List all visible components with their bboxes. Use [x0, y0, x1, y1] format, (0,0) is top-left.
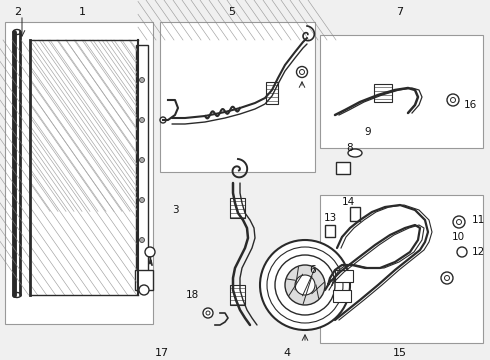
Ellipse shape [348, 149, 362, 157]
Text: 16: 16 [464, 100, 477, 110]
Text: 12: 12 [471, 247, 485, 257]
Ellipse shape [13, 30, 21, 35]
Circle shape [275, 255, 335, 315]
Bar [136, 45, 148, 290]
Text: 10: 10 [451, 232, 465, 242]
Circle shape [140, 117, 145, 122]
Bar [320, 195, 483, 343]
Bar [230, 285, 245, 305]
Bar [374, 84, 392, 102]
Circle shape [453, 216, 465, 228]
Circle shape [145, 247, 155, 257]
Text: 4: 4 [283, 348, 291, 358]
Circle shape [441, 272, 453, 284]
Bar [333, 290, 351, 302]
Text: 15: 15 [393, 348, 407, 358]
Circle shape [139, 285, 149, 295]
Circle shape [140, 158, 145, 162]
Circle shape [140, 198, 145, 202]
Bar [335, 270, 353, 282]
Text: 2: 2 [14, 7, 22, 17]
Circle shape [285, 265, 325, 305]
Text: 8: 8 [347, 143, 353, 153]
Text: 11: 11 [471, 215, 485, 225]
FancyArrowPatch shape [148, 260, 151, 264]
Text: 9: 9 [365, 127, 371, 137]
Circle shape [450, 98, 456, 103]
Bar [5, 22, 153, 324]
Bar [325, 225, 335, 237]
Text: 17: 17 [155, 348, 169, 358]
Circle shape [140, 238, 145, 243]
Circle shape [140, 77, 145, 82]
Text: 13: 13 [323, 213, 337, 223]
Bar [350, 207, 360, 221]
Text: 6: 6 [310, 265, 317, 275]
Ellipse shape [13, 292, 21, 297]
Bar [160, 22, 315, 172]
Text: 5: 5 [228, 7, 236, 17]
Bar [230, 198, 245, 218]
Circle shape [457, 247, 467, 257]
Text: 18: 18 [185, 290, 198, 300]
Text: 3: 3 [172, 205, 178, 215]
Bar [135, 270, 153, 290]
Circle shape [447, 94, 459, 106]
Circle shape [203, 308, 213, 318]
Bar [266, 82, 278, 104]
Circle shape [160, 117, 166, 123]
Circle shape [296, 67, 308, 77]
Text: 1: 1 [78, 7, 85, 17]
Bar [320, 35, 483, 148]
Circle shape [260, 240, 350, 330]
Circle shape [444, 275, 449, 280]
Text: 7: 7 [396, 7, 404, 17]
Circle shape [267, 247, 343, 323]
Circle shape [457, 220, 462, 225]
Circle shape [295, 275, 315, 295]
Circle shape [299, 69, 304, 75]
Circle shape [206, 311, 210, 315]
Text: 14: 14 [342, 197, 355, 207]
Bar [336, 162, 350, 174]
